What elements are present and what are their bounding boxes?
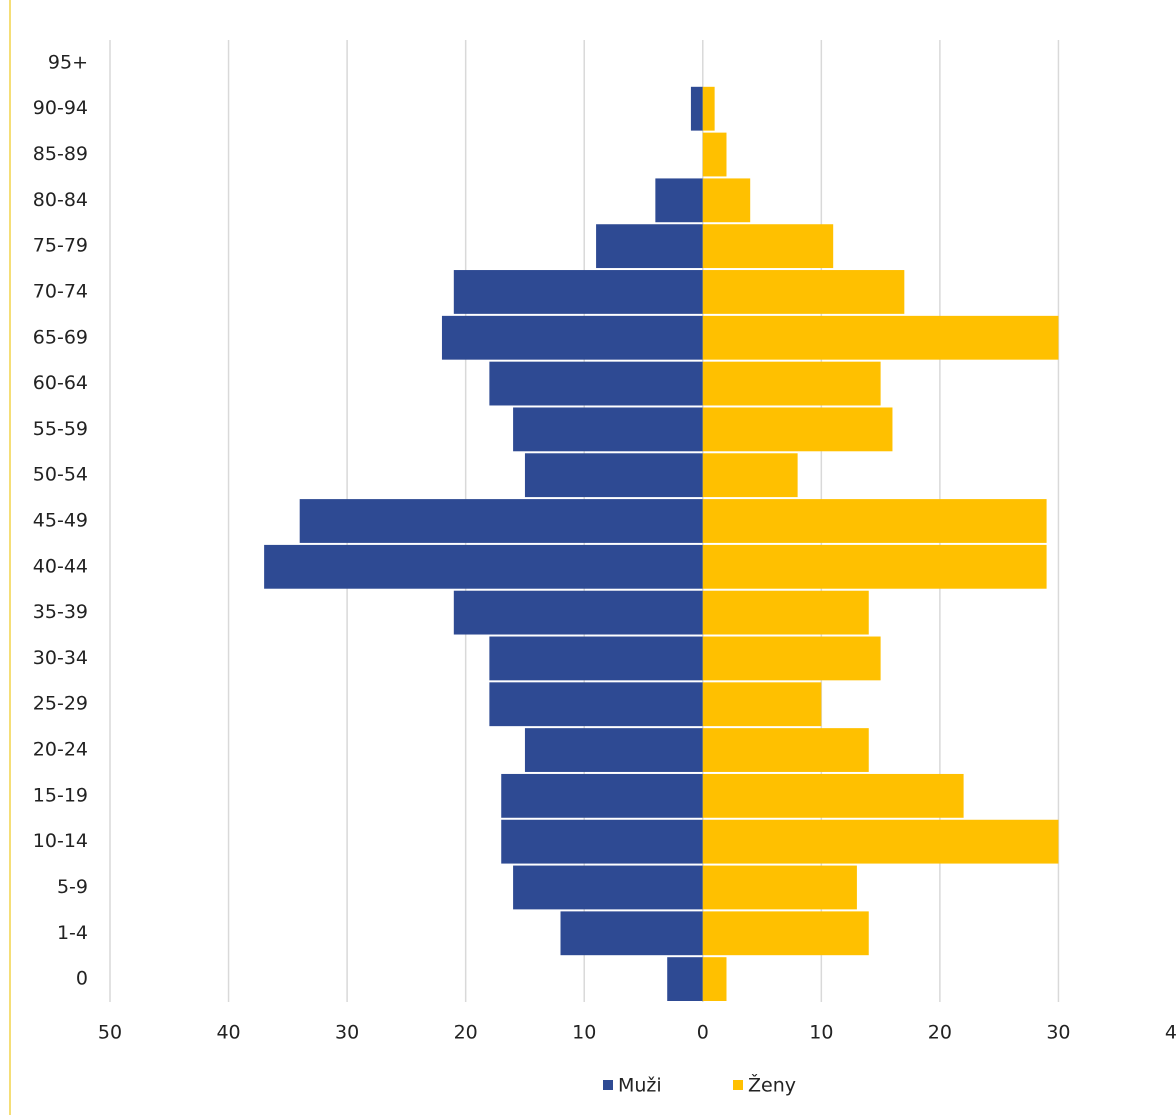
y-tick-label: 45-49 [33,510,88,532]
y-tick-label: 50-54 [33,464,88,486]
y-tick-label: 85-89 [33,143,88,165]
bar [501,773,703,818]
bar [501,819,703,864]
y-tick-label: 30-34 [33,647,88,669]
bar [702,590,869,635]
bar [453,590,703,635]
legend-label: Muži [618,1075,662,1097]
x-tick-label: 10 [572,1022,596,1044]
bar [702,224,834,269]
y-tick-label: 25-29 [33,693,88,715]
legend-swatch [603,1080,613,1090]
y-tick-label: 70-74 [33,280,88,302]
legend-label: Ženy [748,1074,796,1097]
y-tick-label: 65-69 [33,326,88,348]
bar [596,224,703,269]
legend-swatch [733,1080,743,1090]
x-tick-label: 40 [216,1022,240,1044]
bar [702,544,1047,589]
bar [702,315,1059,360]
y-tick-label: 1-4 [57,922,88,944]
bar [667,957,703,1001]
bar [702,499,1047,543]
x-tick-label: 30 [1046,1022,1070,1044]
bar [690,86,703,131]
y-tick-label: 20-24 [33,739,88,761]
bar [702,453,798,498]
y-tick-label: 10-14 [33,830,88,852]
x-tick-label: 0 [697,1022,709,1044]
bar [702,86,715,131]
bar [441,315,703,360]
bar [702,957,727,1001]
bar [489,361,703,406]
x-tick-label: 50 [98,1022,122,1044]
bar [513,407,703,452]
bar [299,499,703,543]
bar [702,361,881,406]
x-tick-label: 30 [335,1022,359,1044]
bar [702,407,893,452]
y-tick-label: 80-84 [33,189,88,211]
bar [513,865,703,910]
bar [702,819,1059,864]
bar [489,636,703,681]
y-tick-label: 15-19 [33,784,88,806]
bar [524,453,703,498]
x-tick-label: 10 [809,1022,833,1044]
bar [453,270,703,314]
bar [264,544,703,589]
y-tick-label: 90-94 [33,97,88,119]
y-tick-label: 95+ [48,51,88,73]
bar [702,178,751,223]
bar [702,728,869,772]
x-tick-label: 20 [454,1022,478,1044]
y-tick-label: 0 [76,968,88,990]
x-tick-label: 40 [1165,1022,1176,1044]
bar [489,682,703,727]
y-tick-label: 40-44 [33,555,88,577]
bar [560,911,703,956]
y-tick-label: 60-64 [33,372,88,394]
y-tick-label: 35-39 [33,601,88,623]
y-tick-label: 75-79 [33,235,88,257]
bar [702,865,857,910]
bar [524,728,703,772]
bar [702,132,727,177]
bar [655,178,703,223]
y-tick-label: 5-9 [57,876,88,898]
bar [702,911,869,956]
bar [702,270,905,314]
bar [702,682,822,727]
bar [702,773,964,818]
bar [702,636,881,681]
x-tick-label: 20 [928,1022,952,1044]
y-tick-label: 55-59 [33,418,88,440]
